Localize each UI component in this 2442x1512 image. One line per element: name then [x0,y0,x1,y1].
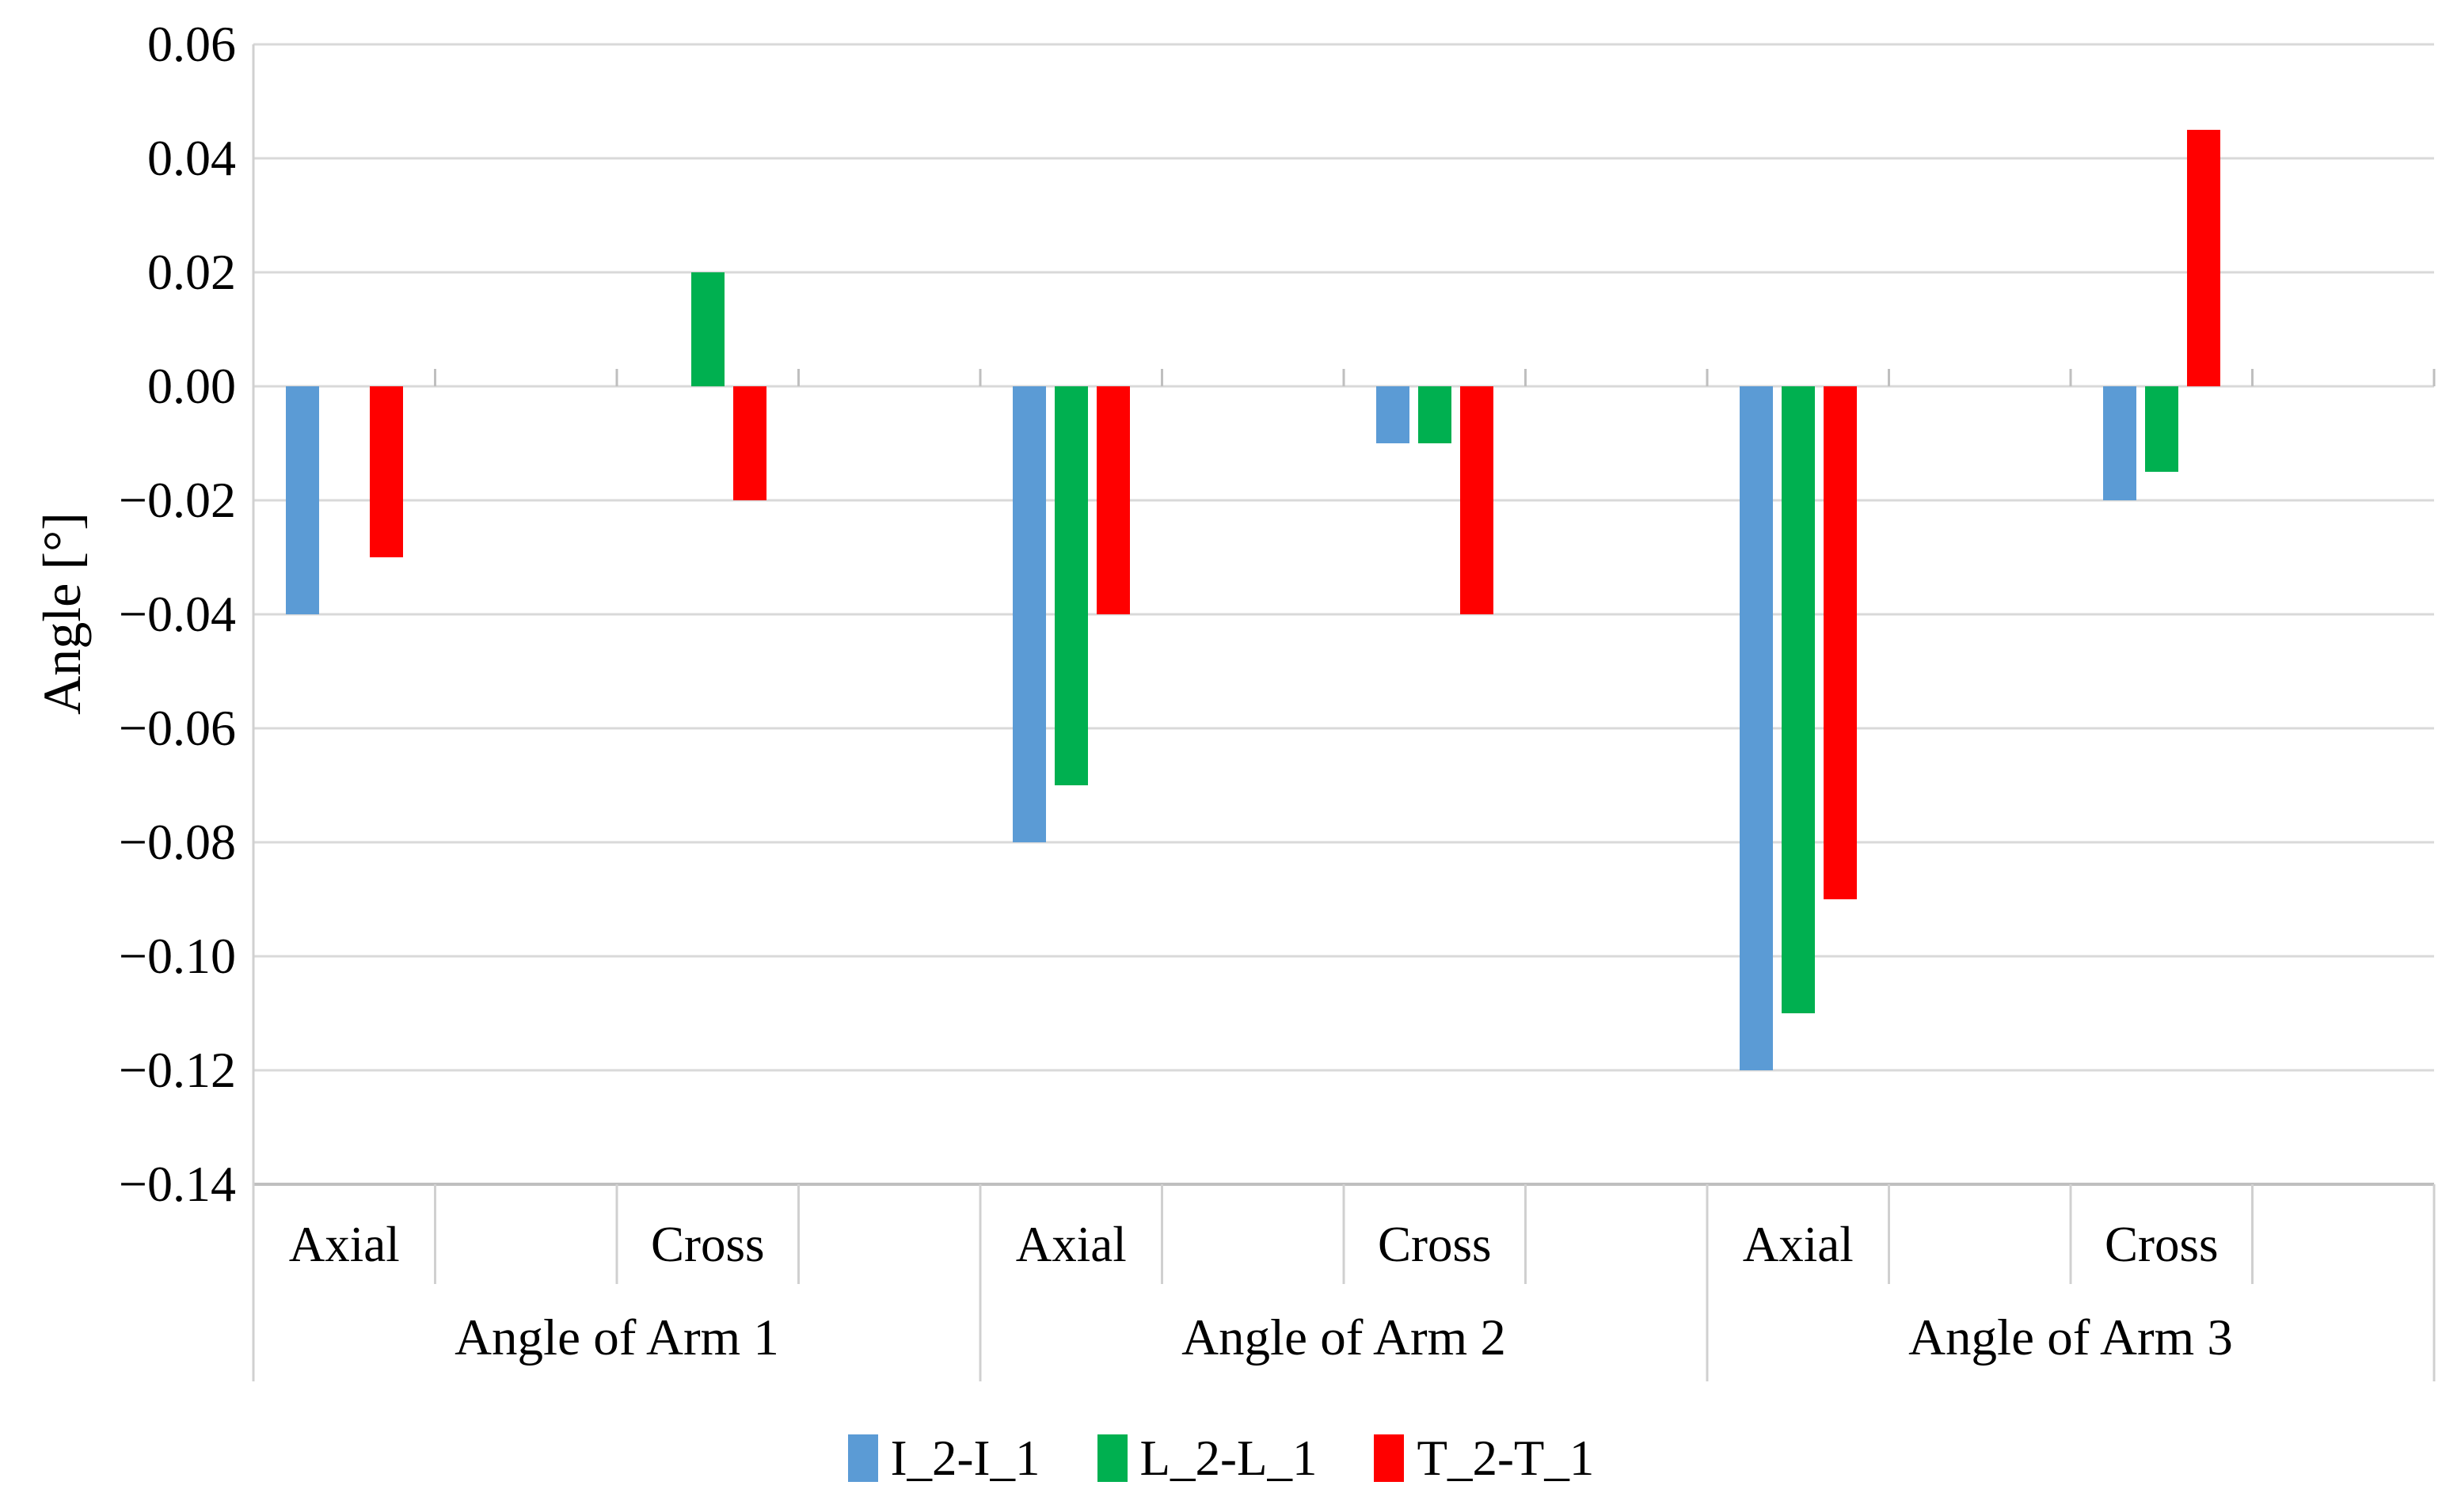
y-tick-label: −0.10 [118,928,236,984]
legend-label: T_2-T_1 [1417,1430,1595,1486]
bar-T_2-T_1-angle-of-arm-1-cross [732,386,766,500]
group-label-arm2: Angle of Arm 2 [1181,1309,1506,1366]
legend-label: I_2-I_1 [890,1430,1040,1486]
subcategory-label-axial-arm1: Axial [288,1217,400,1272]
legend-item-I_2-I_1: I_2-I_1 [847,1430,1040,1486]
y-tick-label: 0.00 [147,358,236,414]
subcategory-label-axial-arm2: Axial [1015,1217,1127,1272]
subcategory-label-cross-arm3: Cross [2104,1217,2219,1272]
legend-swatch-icon [1374,1434,1405,1482]
bar-L_2-L_1-angle-of-arm-3-cross [2144,386,2178,472]
group-label-arm1: Angle of Arm 1 [455,1309,779,1366]
bar-I_2-I_1-angle-of-arm-1-axial [285,386,319,614]
y-tick-label: 0.06 [147,16,236,72]
y-tick-label: −0.12 [118,1042,236,1098]
y-tick-label: −0.14 [118,1156,236,1212]
bar-I_2-I_1-angle-of-arm-3-cross [2102,386,2136,500]
legend-swatch-icon [1097,1434,1128,1482]
bar-L_2-L_1-angle-of-arm-3-axial [1781,386,1815,1013]
y-tick-label: −0.08 [118,814,236,870]
bar-I_2-I_1-angle-of-arm-2-cross [1375,386,1409,443]
y-tick-label: 0.04 [147,130,236,186]
bar-L_2-L_1-angle-of-arm-2-cross [1417,386,1451,443]
bar-T_2-T_1-angle-of-arm-2-axial [1096,386,1130,614]
subcategory-label-cross-arm1: Cross [650,1217,765,1272]
bar-T_2-T_1-angle-of-arm-2-cross [1459,386,1493,614]
y-tick-label: 0.02 [147,244,236,300]
legend-item-T_2-T_1: T_2-T_1 [1374,1430,1594,1486]
y-tick-label: −0.06 [118,700,236,756]
y-tick-label: −0.02 [118,472,236,528]
y-tick-label: −0.04 [118,586,236,642]
legend-label: L_2-L_1 [1139,1430,1318,1486]
bar-T_2-T_1-angle-of-arm-1-axial [369,386,403,557]
legend: I_2-I_1 L_2-L_1 T_2-T_1 [0,1419,2442,1498]
bar-T_2-T_1-angle-of-arm-3-axial [1823,386,1857,899]
legend-item-L_2-L_1: L_2-L_1 [1097,1430,1318,1486]
group-label-arm3: Angle of Arm 3 [1908,1309,2233,1366]
bar-L_2-L_1-angle-of-arm-2-axial [1054,386,1088,785]
bar-I_2-I_1-angle-of-arm-2-axial [1012,386,1046,842]
bar-T_2-T_1-angle-of-arm-3-cross [2186,130,2220,386]
bar-L_2-L_1-angle-of-arm-1-cross [690,272,725,386]
legend-swatch-icon [847,1434,878,1482]
bar-I_2-I_1-angle-of-arm-3-axial [1739,386,1773,1070]
subcategory-label-cross-arm2: Cross [1377,1217,1492,1272]
subcategory-label-axial-arm3: Axial [1742,1217,1854,1272]
